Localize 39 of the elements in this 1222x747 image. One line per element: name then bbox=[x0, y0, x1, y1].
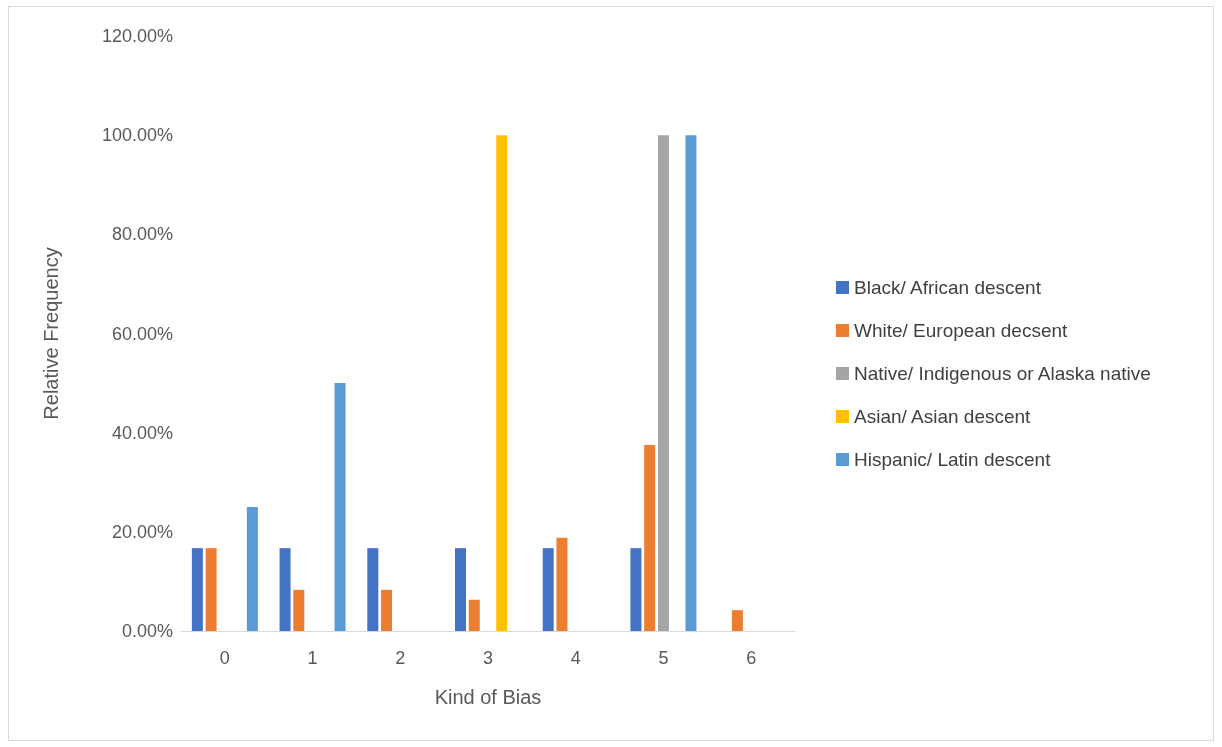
bar bbox=[657, 135, 669, 631]
legend-label: Hispanic/ Latin descent bbox=[854, 449, 1052, 470]
x-tick-label: 6 bbox=[746, 648, 757, 668]
x-tick-label: 3 bbox=[482, 648, 494, 668]
x-tick-label: 4 bbox=[570, 648, 581, 668]
y-tick-label: 100.00% bbox=[101, 125, 173, 146]
bar bbox=[685, 135, 697, 631]
bar bbox=[334, 383, 346, 631]
bar bbox=[496, 135, 508, 631]
x-tick-label: 2 bbox=[395, 648, 406, 668]
legend-label: Black/ African descent bbox=[854, 277, 1042, 298]
bar bbox=[293, 589, 305, 631]
bar bbox=[644, 445, 656, 631]
y-tick-label: 120.00% bbox=[101, 26, 173, 46]
bar bbox=[367, 548, 379, 631]
y-tick-label: 60.00% bbox=[111, 323, 173, 344]
legend-label: Asian/ Asian descent bbox=[854, 406, 1032, 427]
y-axis-title: Relative Frequency bbox=[40, 247, 62, 420]
y-tick-label: 80.00% bbox=[111, 224, 173, 245]
bar bbox=[556, 537, 568, 631]
y-tick-label: 40.00% bbox=[111, 422, 173, 443]
bar bbox=[246, 507, 258, 631]
bar bbox=[279, 548, 291, 631]
x-tick-label: 5 bbox=[658, 648, 669, 668]
bar bbox=[468, 599, 480, 631]
x-tick-label: 0 bbox=[219, 648, 230, 668]
legend-label: White/ European decsent bbox=[854, 320, 1069, 341]
bar bbox=[542, 548, 554, 631]
bar bbox=[191, 548, 203, 631]
bar bbox=[630, 548, 642, 631]
bar bbox=[455, 548, 466, 631]
bar bbox=[381, 589, 393, 631]
x-axis-title: Kind of Bias bbox=[434, 686, 542, 708]
y-tick-label: 0.00% bbox=[121, 621, 173, 641]
y-tick-label: 20.00% bbox=[111, 521, 173, 542]
bar bbox=[731, 610, 743, 631]
x-tick-label: 1 bbox=[307, 648, 318, 668]
bar bbox=[205, 548, 217, 631]
legend-label: Native/ Indigenous or Alaska native bbox=[854, 363, 1151, 384]
